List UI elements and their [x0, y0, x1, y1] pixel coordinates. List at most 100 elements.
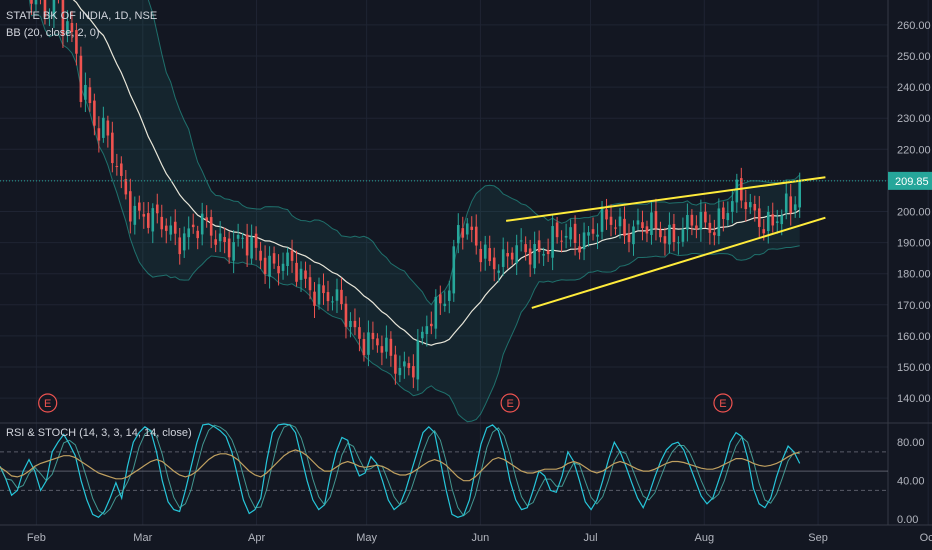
osc-series-line — [0, 449, 800, 482]
y-tick-label: 230.00 — [897, 113, 931, 125]
candle — [407, 363, 411, 368]
candle — [304, 270, 307, 279]
y-tick-label: 220.00 — [897, 144, 931, 156]
candle — [519, 240, 523, 242]
candle — [708, 222, 712, 233]
x-tick-label: May — [356, 532, 377, 544]
candle — [277, 266, 280, 274]
candle — [766, 211, 770, 232]
candle — [722, 207, 725, 220]
candle — [488, 248, 492, 262]
candle — [713, 232, 716, 236]
candle — [748, 202, 752, 208]
candle — [349, 320, 352, 328]
candle — [187, 228, 191, 238]
candle — [281, 263, 285, 271]
candle — [79, 55, 83, 102]
candle — [672, 223, 676, 242]
candle — [84, 84, 87, 100]
candle — [344, 303, 348, 327]
candle — [290, 250, 294, 261]
candle — [515, 245, 518, 264]
x-tick-label: Feb — [27, 532, 46, 544]
candle — [137, 202, 141, 211]
candle — [465, 223, 469, 235]
candle — [75, 30, 78, 54]
candle — [663, 236, 667, 244]
candle — [322, 285, 325, 294]
candle — [744, 202, 748, 210]
x-tick-label: Oct — [920, 532, 932, 544]
candle — [133, 205, 137, 225]
candle — [443, 303, 447, 307]
candle — [735, 179, 739, 203]
candle — [317, 284, 321, 305]
earnings-marker-label: E — [44, 398, 51, 410]
earnings-marker-label: E — [506, 398, 513, 410]
candle — [200, 213, 204, 235]
candle — [97, 128, 101, 141]
candle — [169, 225, 173, 235]
candle — [236, 234, 240, 239]
candle — [605, 209, 608, 220]
candle — [533, 244, 536, 269]
candle — [182, 233, 186, 251]
candle — [632, 226, 635, 245]
candle — [780, 215, 784, 225]
candle — [362, 339, 366, 356]
candle — [30, 0, 33, 4]
candle — [775, 221, 779, 223]
candle — [196, 230, 200, 239]
earnings-marker — [500, 393, 520, 413]
bollinger-upper — [147, 0, 801, 306]
candle — [439, 294, 442, 304]
candle — [614, 227, 617, 229]
candle — [371, 332, 375, 340]
candle — [474, 226, 478, 246]
candle — [609, 216, 613, 225]
candle — [403, 361, 406, 367]
last-price-label: 209.85 — [895, 176, 929, 188]
candle — [160, 216, 164, 230]
candle — [704, 211, 707, 223]
candle — [690, 214, 694, 226]
candle — [452, 246, 456, 294]
candle — [120, 163, 123, 176]
trendline-upper — [505, 176, 826, 222]
last-price-tag — [888, 171, 932, 190]
candle — [659, 229, 662, 238]
candle — [173, 221, 177, 234]
candle — [227, 238, 231, 258]
candle — [699, 211, 703, 230]
candle — [34, 0, 38, 5]
candle — [385, 337, 388, 352]
candle — [353, 320, 357, 328]
candle — [380, 346, 384, 353]
candle — [641, 222, 644, 229]
earnings-marker — [38, 393, 58, 413]
candle — [146, 213, 150, 228]
candle — [205, 217, 208, 221]
candle — [223, 237, 226, 242]
candle — [430, 323, 433, 327]
osc-y-tick-label: 80.00 — [897, 437, 925, 449]
candle — [470, 226, 474, 230]
candle — [654, 211, 658, 229]
candle — [232, 242, 235, 261]
candle — [578, 246, 581, 253]
candle — [209, 217, 213, 236]
candle — [753, 203, 757, 211]
candle — [668, 224, 671, 245]
candle — [421, 331, 424, 339]
candle — [389, 338, 393, 356]
earnings-marker — [713, 393, 733, 413]
candle — [286, 252, 289, 267]
candle — [793, 204, 797, 211]
candle — [798, 180, 802, 208]
candle — [510, 252, 514, 260]
y-tick-label: 190.00 — [897, 238, 931, 250]
candle — [600, 206, 604, 232]
candle — [129, 191, 132, 222]
x-tick-label: Jul — [583, 532, 597, 544]
